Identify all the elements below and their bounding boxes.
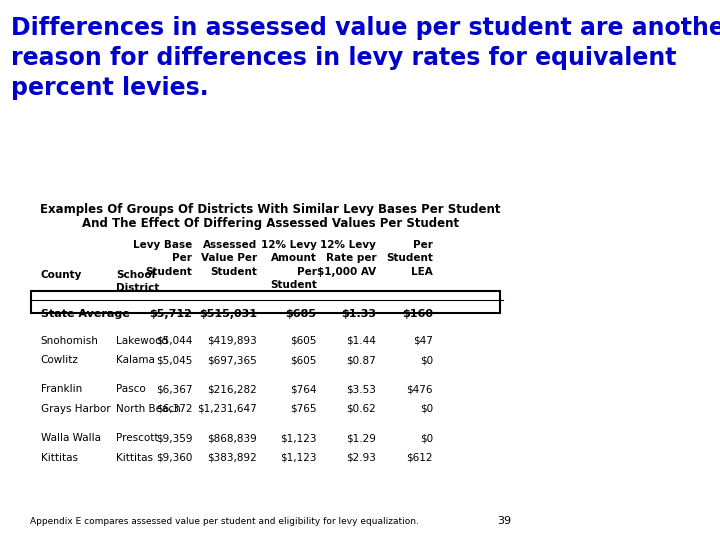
Text: $515,031: $515,031 [199,309,257,319]
Text: Appendix E compares assessed value per student and eligibility for levy equaliza: Appendix E compares assessed value per s… [30,517,418,526]
Text: $1,123: $1,123 [280,433,317,443]
Text: North Beach: North Beach [117,404,181,414]
Text: 12% Levy
Amount
Per
Student: 12% Levy Amount Per Student [261,240,317,290]
Text: $612: $612 [407,453,433,463]
Text: Differences in assessed value per student are another
reason for differences in : Differences in assessed value per studen… [11,16,720,99]
Text: $0: $0 [420,404,433,414]
Text: $1,231,647: $1,231,647 [197,404,257,414]
Text: Walla Walla: Walla Walla [40,433,101,443]
Text: Lakewood: Lakewood [117,336,168,346]
Text: Assessed
Value Per
Student: Assessed Value Per Student [201,240,257,276]
Text: $764: $764 [290,384,317,395]
Text: $0: $0 [420,433,433,443]
Text: $9,359: $9,359 [156,433,192,443]
Text: School
District: School District [117,270,160,293]
Text: $868,839: $868,839 [207,433,257,443]
Text: Prescott: Prescott [117,433,159,443]
Text: $9,360: $9,360 [156,453,192,463]
Text: Kittitas: Kittitas [40,453,78,463]
Text: Levy Base
Per
Student: Levy Base Per Student [133,240,192,276]
Text: $1,123: $1,123 [280,453,317,463]
Text: Kalama: Kalama [117,355,156,366]
Text: $47: $47 [413,336,433,346]
Text: $1.44: $1.44 [346,336,377,346]
Text: $216,282: $216,282 [207,384,257,395]
Text: $6,367: $6,367 [156,384,192,395]
Text: $160: $160 [402,309,433,319]
Text: State Average: State Average [40,309,130,319]
Text: $1.33: $1.33 [341,309,377,319]
Text: $0.62: $0.62 [346,404,377,414]
Text: 12% Levy
Rate per
$1,000 AV: 12% Levy Rate per $1,000 AV [317,240,377,276]
Text: $383,892: $383,892 [207,453,257,463]
Text: $685: $685 [286,309,317,319]
Text: $605: $605 [290,336,317,346]
Text: $419,893: $419,893 [207,336,257,346]
Text: And The Effect Of Differing Assessed Values Per Student: And The Effect Of Differing Assessed Val… [82,217,459,230]
Text: Pasco: Pasco [117,384,146,395]
Text: $697,365: $697,365 [207,355,257,366]
Text: Kittitas: Kittitas [117,453,153,463]
Text: $476: $476 [407,384,433,395]
Text: $0.87: $0.87 [346,355,377,366]
Text: Examples Of Groups Of Districts With Similar Levy Bases Per Student: Examples Of Groups Of Districts With Sim… [40,202,501,215]
Text: $5,044: $5,044 [156,336,192,346]
Text: $5,045: $5,045 [156,355,192,366]
Text: Cowlitz: Cowlitz [40,355,78,366]
Text: $1.29: $1.29 [346,433,377,443]
Text: Franklin: Franklin [40,384,82,395]
Text: $2.93: $2.93 [346,453,377,463]
Text: $0: $0 [420,355,433,366]
Text: $5,712: $5,712 [149,309,192,319]
Text: $605: $605 [290,355,317,366]
Text: $3.53: $3.53 [346,384,377,395]
Text: Snohomish: Snohomish [40,336,99,346]
Text: $765: $765 [290,404,317,414]
Text: 39: 39 [498,516,512,526]
Text: Per
Student
LEA: Per Student LEA [386,240,433,276]
Text: $6,372: $6,372 [156,404,192,414]
Text: Grays Harbor: Grays Harbor [40,404,110,414]
Text: County: County [40,270,82,280]
